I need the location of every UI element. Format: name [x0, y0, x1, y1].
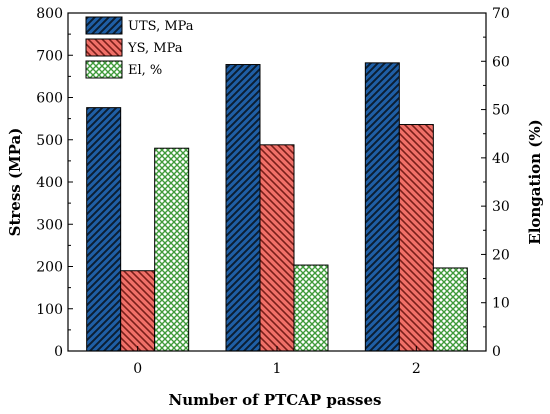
bar-el-0: [154, 147, 190, 352]
x-tick-label: 0: [133, 361, 142, 377]
y-axis-label: Stress (MPa): [6, 128, 24, 237]
y2-tick-label: 40: [492, 151, 510, 167]
y-tick-label: 200: [36, 260, 63, 276]
legend-swatch: [85, 38, 123, 57]
bar-ys-2: [398, 124, 434, 352]
legend-label: YS, MPa: [127, 41, 183, 56]
bar-el-2: [432, 267, 468, 352]
legend-swatch: [85, 16, 123, 35]
y-tick-label: 800: [36, 6, 63, 22]
y2-tick-label: 50: [492, 103, 510, 119]
y2-tick-label: 30: [492, 199, 510, 215]
bar-ys-1: [259, 144, 295, 352]
y2-tick-label: 0: [492, 344, 501, 360]
legend-swatch: [85, 60, 123, 79]
x-tick-label: 2: [412, 361, 421, 377]
x-tick-label: 1: [273, 361, 282, 377]
y-tick-label: 100: [36, 302, 63, 318]
y2-tick-label: 10: [492, 296, 510, 312]
y2-tick-label: 60: [492, 54, 510, 70]
y-tick-label: 400: [36, 175, 63, 191]
y2-axis-label: Elongation (%): [526, 119, 544, 244]
y-tick-label: 500: [36, 133, 63, 149]
y-tick-label: 600: [36, 91, 63, 107]
bar-uts-2: [364, 62, 400, 352]
y-tick-label: 700: [36, 48, 63, 64]
y2-tick-label: 70: [492, 6, 510, 22]
y-tick-label: 300: [36, 217, 63, 233]
bar-el-1: [293, 264, 329, 352]
y2-tick-label: 20: [492, 247, 510, 263]
y-tick-label: 0: [54, 344, 63, 360]
legend-label: UTS, MPa: [128, 19, 194, 34]
legend-label: El, %: [128, 63, 162, 78]
x-axis-label: Number of PTCAP passes: [169, 391, 382, 409]
bar-uts-1: [225, 64, 261, 352]
bar-uts-0: [86, 107, 122, 352]
bar-ys-0: [120, 270, 156, 352]
